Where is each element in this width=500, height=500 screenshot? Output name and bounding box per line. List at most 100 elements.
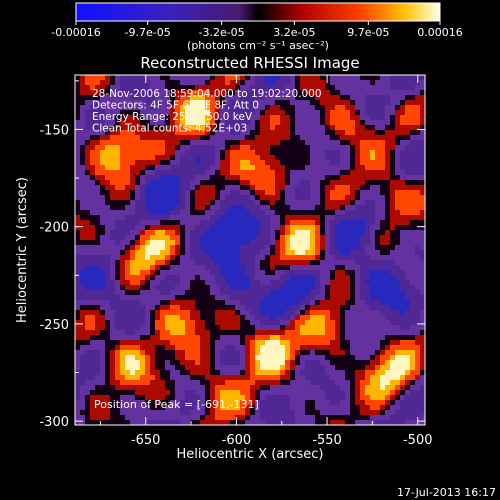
- heatmap-cell: [280, 100, 286, 106]
- heatmap-cell: [210, 245, 216, 251]
- heatmap-cell: [200, 320, 206, 326]
- heatmap-cell: [160, 240, 166, 246]
- heatmap-cell: [350, 150, 356, 156]
- heatmap-cell: [205, 195, 211, 201]
- heatmap-cell: [310, 260, 316, 266]
- heatmap-cell: [105, 265, 111, 271]
- heatmap-cell: [120, 290, 126, 296]
- heatmap-cell: [245, 240, 251, 246]
- heatmap-cell: [270, 365, 276, 371]
- heatmap-cell: [415, 395, 421, 401]
- heatmap-cell: [265, 420, 271, 425]
- heatmap-cell: [265, 150, 271, 156]
- heatmap-cell: [190, 355, 196, 361]
- heatmap-cell: [290, 205, 296, 211]
- heatmap-cell: [75, 320, 81, 326]
- heatmap-cell: [160, 105, 166, 111]
- heatmap-cell: [150, 80, 156, 86]
- heatmap-cell: [265, 310, 271, 316]
- heatmap-cell: [355, 380, 361, 386]
- heatmap-cell: [290, 385, 296, 391]
- heatmap-cell: [170, 380, 176, 386]
- heatmap-cell: [380, 385, 386, 391]
- heatmap-cell: [195, 360, 201, 366]
- heatmap-cell: [390, 245, 396, 251]
- heatmap-cell: [190, 175, 196, 181]
- heatmap-cell: [75, 80, 81, 86]
- heatmap-cell: [115, 245, 121, 251]
- heatmap-cell: [380, 220, 386, 226]
- heatmap-cell: [420, 90, 425, 96]
- heatmap-cell: [190, 345, 196, 351]
- heatmap-cell: [305, 210, 311, 216]
- heatmap-cell: [300, 250, 306, 256]
- heatmap-cell: [385, 375, 391, 381]
- heatmap-cell: [255, 180, 261, 186]
- heatmap-cell: [285, 105, 291, 111]
- heatmap-cell: [385, 340, 391, 346]
- heatmap-cell: [325, 355, 331, 361]
- heatmap-cell: [305, 170, 311, 176]
- heatmap-cell: [210, 115, 216, 121]
- heatmap-cell: [210, 225, 216, 231]
- heatmap-cell: [315, 335, 321, 341]
- heatmap-cell: [340, 385, 346, 391]
- heatmap-cell: [220, 125, 226, 131]
- heatmap-cell: [160, 180, 166, 186]
- heatmap-cell: [115, 300, 121, 306]
- heatmap-cell: [125, 135, 131, 141]
- heatmap-cell: [200, 180, 206, 186]
- heatmap-cell: [350, 105, 356, 111]
- heatmap-cell: [290, 390, 296, 396]
- heatmap-cell: [390, 345, 396, 351]
- heatmap-cell: [205, 140, 211, 146]
- heatmap-cell: [120, 220, 126, 226]
- heatmap-cell: [310, 350, 316, 356]
- heatmap-cell: [335, 180, 341, 186]
- heatmap-cell: [380, 250, 386, 256]
- heatmap-cell: [260, 340, 266, 346]
- heatmap-cell: [175, 180, 181, 186]
- heatmap-cell: [335, 225, 341, 231]
- heatmap-cell: [225, 170, 231, 176]
- heatmap-cell: [250, 165, 256, 171]
- heatmap-cell: [315, 175, 321, 181]
- heatmap-cell: [235, 255, 241, 261]
- heatmap-cell: [295, 80, 301, 86]
- heatmap-cell: [165, 215, 171, 221]
- heatmap-cell: [115, 220, 121, 226]
- heatmap-cell: [405, 80, 411, 86]
- heatmap-cell: [405, 95, 411, 101]
- heatmap-cell: [270, 280, 276, 286]
- heatmap-cell: [325, 280, 331, 286]
- heatmap-cell: [245, 90, 251, 96]
- heatmap-cell: [290, 350, 296, 356]
- heatmap-cell: [285, 90, 291, 96]
- heatmap-cell: [365, 170, 371, 176]
- heatmap-cell: [240, 410, 246, 416]
- heatmap-cell: [195, 240, 201, 246]
- heatmap-cell: [255, 270, 261, 276]
- heatmap-cell: [135, 135, 141, 141]
- heatmap-cell: [295, 380, 301, 386]
- heatmap-cell: [235, 110, 241, 116]
- heatmap-cell: [220, 165, 226, 171]
- heatmap-cell: [385, 90, 391, 96]
- heatmap-cell: [195, 270, 201, 276]
- heatmap-cell: [145, 355, 151, 361]
- heatmap-cell: [345, 155, 351, 161]
- heatmap-cell: [75, 300, 81, 306]
- heatmap-cell: [340, 330, 346, 336]
- heatmap-cell: [180, 225, 186, 231]
- heatmap-cell: [380, 210, 386, 216]
- heatmap-cell: [295, 135, 301, 141]
- heatmap-cell: [210, 130, 216, 136]
- heatmap-cell: [255, 225, 261, 231]
- heatmap-cell: [385, 350, 391, 356]
- heatmap-cell: [110, 135, 116, 141]
- heatmap-cell: [80, 85, 86, 91]
- heatmap-cell: [185, 125, 191, 131]
- heatmap-cell: [400, 245, 406, 251]
- heatmap-cell: [380, 240, 386, 246]
- heatmap-cell: [275, 195, 281, 201]
